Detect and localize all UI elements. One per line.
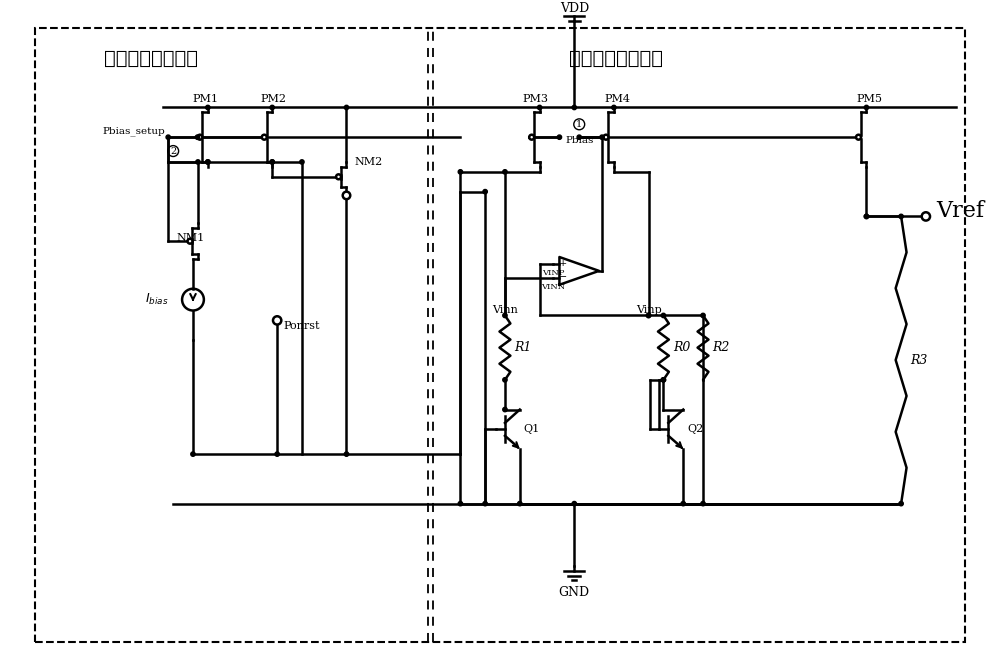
Text: R2: R2 — [712, 341, 730, 354]
Circle shape — [701, 313, 705, 318]
Text: −: − — [559, 274, 567, 282]
Circle shape — [701, 501, 705, 506]
Text: 2: 2 — [170, 146, 176, 155]
Circle shape — [273, 317, 281, 325]
Text: NM2: NM2 — [354, 157, 383, 167]
Text: $I_{bias}$: $I_{bias}$ — [145, 292, 168, 307]
Circle shape — [661, 378, 666, 382]
Circle shape — [537, 106, 542, 110]
Circle shape — [344, 452, 349, 456]
Circle shape — [864, 214, 869, 218]
Circle shape — [612, 106, 616, 110]
Circle shape — [856, 134, 861, 140]
Circle shape — [336, 174, 341, 179]
Circle shape — [503, 313, 507, 318]
Circle shape — [262, 134, 267, 140]
Circle shape — [572, 106, 576, 110]
Text: Q1: Q1 — [524, 424, 540, 434]
Circle shape — [503, 407, 507, 412]
Text: R0: R0 — [673, 341, 690, 354]
Circle shape — [922, 212, 930, 220]
Circle shape — [206, 160, 210, 164]
Circle shape — [518, 501, 522, 506]
Circle shape — [343, 192, 350, 199]
Text: Q2: Q2 — [687, 424, 703, 434]
Circle shape — [529, 134, 534, 140]
Circle shape — [899, 501, 903, 506]
Circle shape — [646, 313, 651, 318]
Circle shape — [206, 106, 210, 110]
Circle shape — [344, 106, 349, 110]
Circle shape — [503, 169, 507, 174]
Circle shape — [503, 378, 507, 382]
Circle shape — [458, 169, 463, 174]
Text: PM2: PM2 — [260, 93, 286, 103]
Circle shape — [188, 239, 192, 244]
Circle shape — [270, 160, 274, 164]
Circle shape — [191, 452, 195, 456]
Circle shape — [577, 135, 581, 139]
Text: Vinp: Vinp — [636, 304, 661, 314]
Text: Pbias: Pbias — [565, 136, 593, 145]
Text: PM1: PM1 — [193, 93, 219, 103]
Text: R1: R1 — [514, 341, 532, 354]
Circle shape — [646, 313, 651, 318]
Circle shape — [661, 378, 666, 382]
Text: 1: 1 — [576, 120, 582, 129]
Circle shape — [300, 160, 304, 164]
Circle shape — [600, 135, 604, 139]
Text: Pbias_setup: Pbias_setup — [102, 126, 165, 136]
Circle shape — [681, 501, 685, 506]
Circle shape — [195, 135, 200, 139]
Circle shape — [572, 501, 576, 506]
Text: Vinn: Vinn — [492, 304, 518, 314]
Text: Ponrst: Ponrst — [283, 321, 320, 331]
Text: 带隙基准主体电路: 带隙基准主体电路 — [569, 48, 663, 67]
Text: PM3: PM3 — [523, 93, 549, 103]
Text: Vref: Vref — [936, 200, 984, 222]
Text: +: + — [559, 259, 567, 268]
Circle shape — [661, 313, 666, 318]
Text: VDD: VDD — [560, 2, 589, 15]
Text: VINP: VINP — [542, 269, 565, 277]
Circle shape — [458, 501, 463, 506]
Text: PM4: PM4 — [605, 93, 631, 103]
Circle shape — [603, 134, 608, 140]
Text: PM5: PM5 — [856, 93, 882, 103]
Text: VINN: VINN — [541, 283, 566, 291]
Circle shape — [206, 160, 210, 164]
Circle shape — [270, 160, 274, 164]
Circle shape — [197, 134, 202, 140]
Text: 带隙基准启动电路: 带隙基准启动电路 — [104, 48, 198, 67]
Circle shape — [864, 214, 869, 218]
Text: GND: GND — [559, 586, 590, 599]
Circle shape — [275, 452, 279, 456]
Text: R3: R3 — [911, 353, 928, 366]
Text: NM1: NM1 — [176, 233, 204, 243]
Circle shape — [483, 190, 487, 194]
Circle shape — [166, 135, 170, 139]
Circle shape — [899, 214, 903, 218]
Circle shape — [864, 106, 869, 110]
Circle shape — [196, 160, 200, 164]
Circle shape — [557, 135, 562, 139]
Circle shape — [270, 106, 274, 110]
Circle shape — [483, 501, 487, 506]
